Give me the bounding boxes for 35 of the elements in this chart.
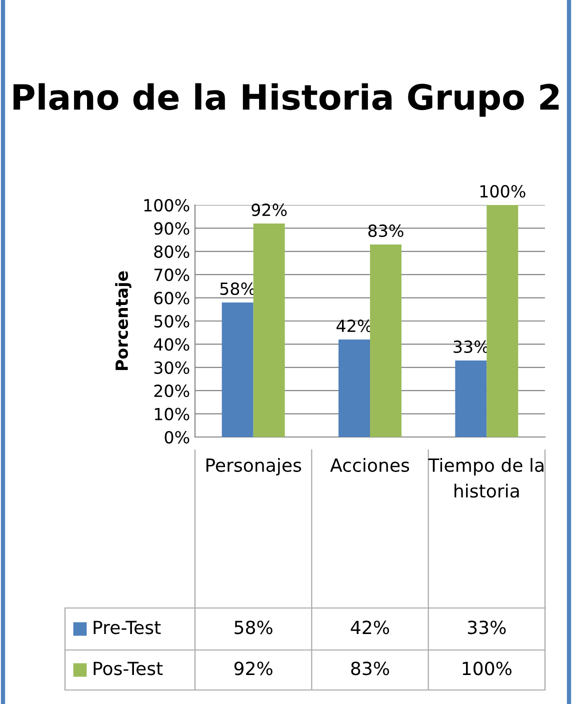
y-tick-label: 60% xyxy=(154,292,190,304)
x-tick-label: Tiempo de la historia xyxy=(428,458,544,498)
legend-label: Pre-Test xyxy=(94,620,161,634)
bar xyxy=(253,224,285,437)
y-tick-label: 20% xyxy=(154,384,190,398)
y-tick-label: 0% xyxy=(164,430,190,444)
chart-title: Plano de la Historia Grupo 2 xyxy=(14,83,559,117)
legend-label: Pos-Test xyxy=(94,662,163,676)
y-tick-label: 10% xyxy=(154,408,190,420)
bar xyxy=(486,205,518,437)
text: 100% xyxy=(480,184,526,198)
data-label: 58% xyxy=(234,620,272,634)
y-tick-label: 40% xyxy=(154,338,190,351)
x-tick-label: Acciones xyxy=(330,458,410,472)
bar xyxy=(338,340,370,437)
y-tick-label: 50% xyxy=(154,314,190,328)
y-tick-label: 90% xyxy=(154,222,190,235)
bar xyxy=(222,302,254,437)
text: 83% xyxy=(368,224,404,238)
data-label: 100% xyxy=(462,662,512,676)
bar xyxy=(455,360,487,437)
data-label: 92% xyxy=(234,662,272,676)
text: 33% xyxy=(454,340,489,354)
data-label: 83% xyxy=(351,662,390,676)
bar xyxy=(370,244,402,437)
x-tick-label: Personajes xyxy=(206,458,302,476)
y-axis-title: Porcentaje xyxy=(115,271,132,370)
text: 58% xyxy=(220,282,256,296)
data-label: 42% xyxy=(350,620,390,634)
text: 92% xyxy=(252,204,287,216)
data-label: 33% xyxy=(468,620,506,634)
y-tick-label: 100% xyxy=(144,198,190,212)
y-tick-label: 30% xyxy=(154,361,190,374)
y-tick-label: 70% xyxy=(154,268,190,282)
y-tick-label: 80% xyxy=(154,245,190,258)
